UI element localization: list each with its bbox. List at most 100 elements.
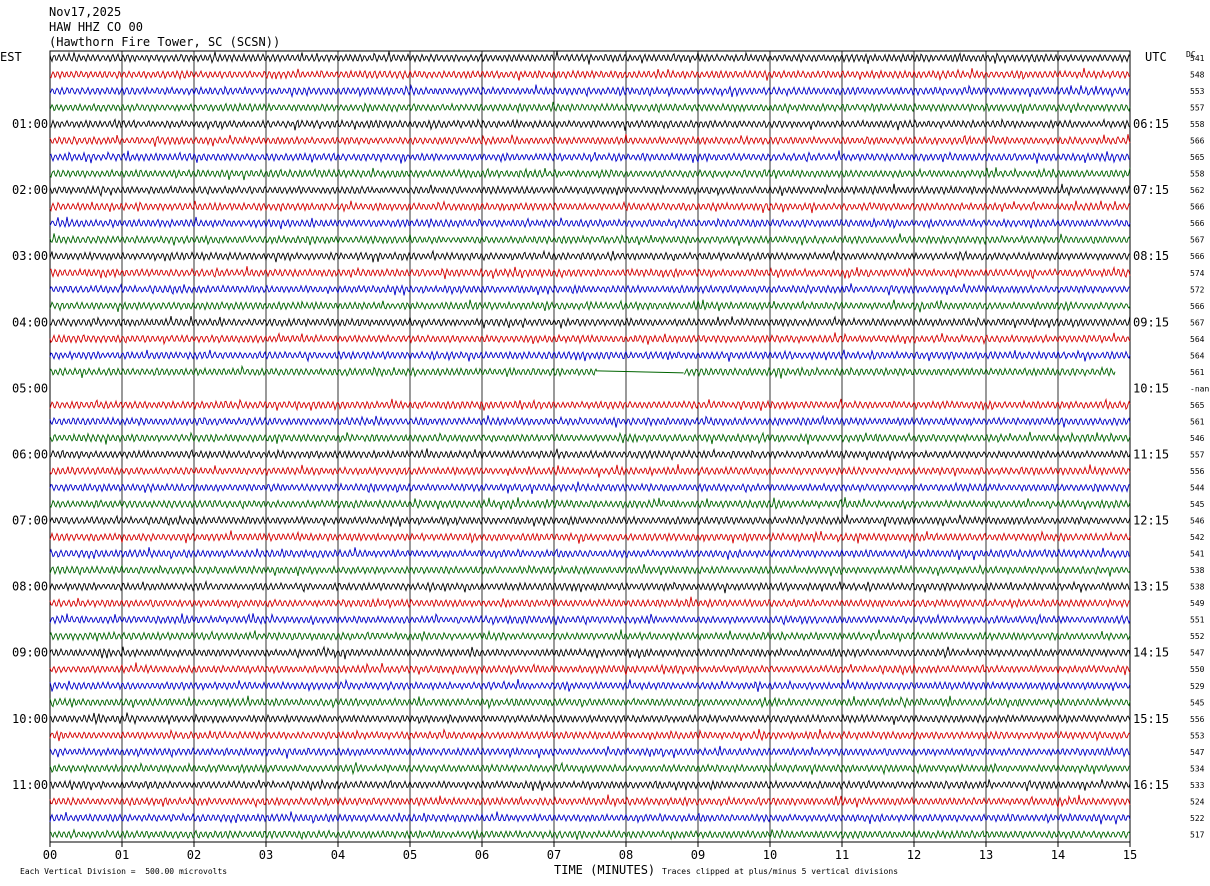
trace-line bbox=[49, 662, 1131, 676]
est-hour-label: 04:00 bbox=[12, 315, 48, 329]
trace-line bbox=[49, 101, 1131, 115]
dc-value-label: 541 bbox=[1190, 54, 1205, 63]
trace-line bbox=[49, 464, 1131, 478]
dc-value-label: 548 bbox=[1190, 71, 1205, 80]
dc-value-label: 534 bbox=[1190, 764, 1205, 773]
utc-hour-label: 16:15 bbox=[1133, 778, 1169, 792]
dc-value-label: 566 bbox=[1190, 203, 1205, 212]
dc-value-label: 547 bbox=[1190, 748, 1205, 757]
utc-hour-label: 15:15 bbox=[1133, 712, 1169, 726]
x-tick-label: 09 bbox=[691, 848, 705, 862]
channel-label: HAW HHZ CO 00 bbox=[49, 20, 143, 34]
trace-line bbox=[49, 629, 1131, 643]
trace-line bbox=[49, 117, 1131, 131]
trace-line bbox=[49, 778, 1131, 792]
dc-value-label: 566 bbox=[1190, 302, 1205, 311]
trace-line bbox=[49, 283, 1131, 296]
scale-note: Each Vertical Division = 500.00 microvol… bbox=[20, 867, 228, 876]
dc-value-label: 524 bbox=[1190, 797, 1205, 806]
dc-value-label: 546 bbox=[1190, 517, 1205, 526]
x-tick-label: 02 bbox=[187, 848, 201, 862]
dc-value-label: 558 bbox=[1190, 170, 1205, 179]
trace-line bbox=[49, 431, 1131, 445]
dc-value-label: 566 bbox=[1190, 252, 1205, 261]
dc-value-label: 538 bbox=[1190, 583, 1205, 592]
dc-value-label: -nan bbox=[1190, 384, 1209, 393]
trace-line bbox=[49, 299, 1131, 313]
x-tick-label: 10 bbox=[763, 848, 777, 862]
dc-value-label: 567 bbox=[1190, 318, 1205, 327]
dc-value-label: 549 bbox=[1190, 599, 1205, 608]
date-label: Nov17,2025 bbox=[49, 5, 122, 19]
utc-hour-label: 08:15 bbox=[1133, 249, 1169, 263]
utc-hour-label: 10:15 bbox=[1133, 381, 1169, 395]
trace-line bbox=[49, 83, 1131, 99]
trace-line bbox=[49, 761, 1131, 776]
dc-value-label: 553 bbox=[1190, 87, 1205, 96]
x-tick-label: 03 bbox=[259, 848, 273, 862]
dc-value-label: 546 bbox=[1190, 434, 1205, 443]
x-tick-label: 06 bbox=[475, 848, 489, 862]
trace-line bbox=[49, 564, 1131, 577]
dc-value-label: 545 bbox=[1190, 500, 1205, 509]
dc-value-label: 572 bbox=[1190, 285, 1205, 294]
trace-line bbox=[49, 712, 1131, 726]
clip-note: Traces clipped at plus/minus 5 vertical … bbox=[662, 867, 899, 876]
trace-line bbox=[49, 645, 1131, 660]
dc-value-label: 556 bbox=[1190, 467, 1205, 476]
dc-value-label: 561 bbox=[1190, 368, 1205, 377]
utc-hour-label: 13:15 bbox=[1133, 580, 1169, 594]
trace-line bbox=[49, 265, 1131, 280]
trace-line bbox=[49, 183, 1131, 198]
right-timezone-label: UTC bbox=[1145, 50, 1167, 64]
dc-value-label: 544 bbox=[1190, 484, 1205, 493]
trace-line bbox=[49, 216, 1131, 230]
est-hour-label: 10:00 bbox=[12, 712, 48, 726]
trace-line bbox=[49, 51, 1131, 65]
dc-value-label: 538 bbox=[1190, 566, 1205, 575]
dc-value-label: 557 bbox=[1190, 450, 1205, 459]
trace-line bbox=[49, 448, 1131, 461]
dc-value-label: 562 bbox=[1190, 186, 1205, 195]
est-hour-label: 03:00 bbox=[12, 249, 48, 263]
trace-line bbox=[49, 315, 1131, 329]
est-hour-label: 01:00 bbox=[12, 117, 48, 131]
dc-value-label: 567 bbox=[1190, 236, 1205, 245]
trace-line bbox=[49, 349, 1131, 363]
dc-value-label: 529 bbox=[1190, 682, 1205, 691]
est-hour-label: 06:00 bbox=[12, 447, 48, 461]
dc-value-label: 565 bbox=[1190, 401, 1205, 410]
dc-value-label: 564 bbox=[1190, 335, 1205, 344]
utc-hour-label: 14:15 bbox=[1133, 646, 1169, 660]
dc-value-label: 552 bbox=[1190, 632, 1205, 641]
trace-line bbox=[49, 728, 1131, 742]
dc-value-label: 517 bbox=[1190, 830, 1205, 839]
trace-line bbox=[49, 481, 1131, 494]
x-tick-label: 13 bbox=[979, 848, 993, 862]
x-tick-label: 00 bbox=[43, 848, 57, 862]
trace-line bbox=[49, 612, 1131, 626]
trace-line bbox=[49, 332, 1131, 346]
est-hour-label: 09:00 bbox=[12, 646, 48, 660]
x-axis-title: TIME (MINUTES) bbox=[554, 863, 656, 877]
trace-line bbox=[49, 811, 1131, 825]
dc-value-label: 533 bbox=[1190, 781, 1205, 790]
est-hour-label: 11:00 bbox=[12, 778, 48, 792]
dc-value-label: 556 bbox=[1190, 715, 1205, 724]
x-tick-label: 15 bbox=[1123, 848, 1137, 862]
dc-value-label: 550 bbox=[1190, 665, 1205, 674]
trace-line bbox=[49, 200, 1131, 214]
dc-value-label: 564 bbox=[1190, 351, 1205, 360]
est-hour-label: 08:00 bbox=[12, 580, 48, 594]
trace-line bbox=[50, 366, 1130, 378]
trace-line bbox=[49, 579, 1131, 594]
trace-line bbox=[49, 745, 1131, 759]
dc-value-label: 574 bbox=[1190, 269, 1205, 278]
trace-line bbox=[49, 678, 1131, 693]
dc-value-label: 545 bbox=[1190, 698, 1205, 707]
dc-value-label: 561 bbox=[1190, 417, 1205, 426]
est-hour-label: 05:00 bbox=[12, 381, 48, 395]
est-hour-label: 07:00 bbox=[12, 514, 48, 528]
trace-line bbox=[49, 414, 1131, 428]
